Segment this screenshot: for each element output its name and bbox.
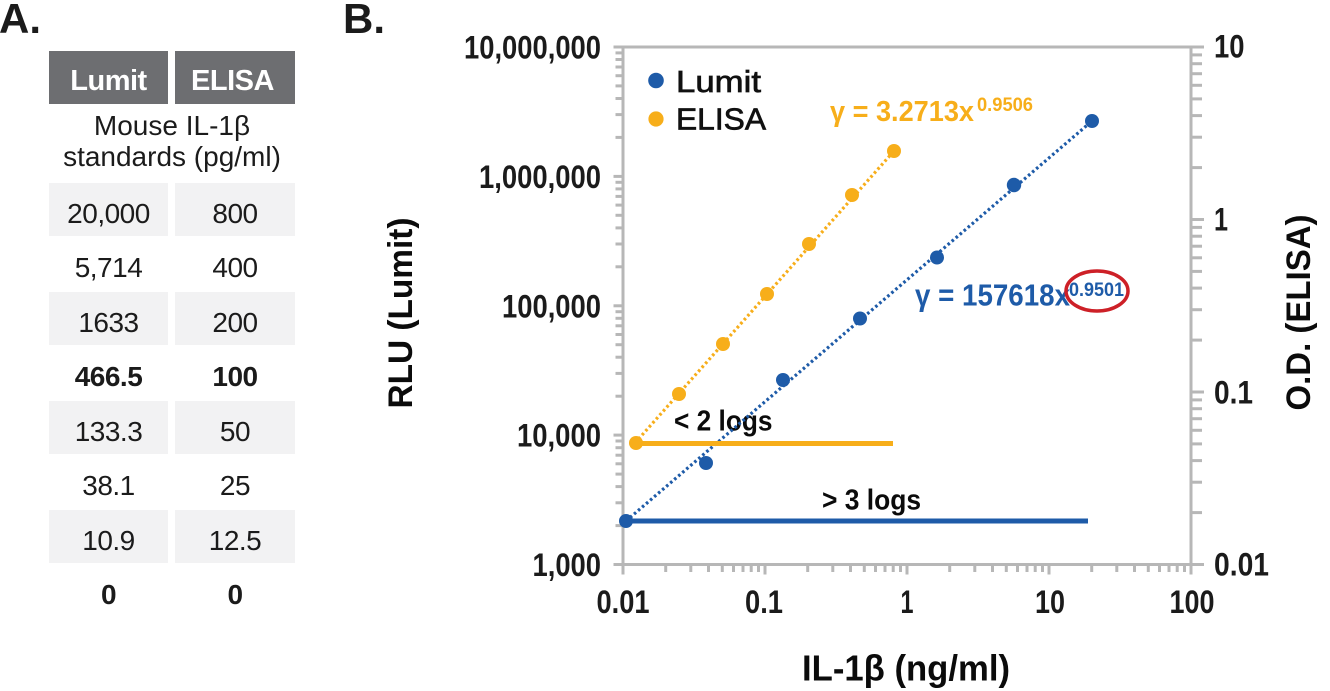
svg-text:γ = 157618x: γ = 157618x xyxy=(915,279,1070,313)
svg-text:ELISA: ELISA xyxy=(676,102,766,137)
svg-text:< 2 logs: < 2 logs xyxy=(674,406,773,438)
svg-text:10: 10 xyxy=(1035,584,1065,620)
svg-text:0.1: 0.1 xyxy=(1214,375,1253,411)
svg-text:1,000: 1,000 xyxy=(533,547,602,583)
svg-text:Lumit: Lumit xyxy=(676,64,761,99)
svg-text:10,000,000: 10,000,000 xyxy=(464,30,601,66)
svg-text:IL-1β (ng/ml): IL-1β (ng/ml) xyxy=(802,648,1010,689)
svg-text:0.1: 0.1 xyxy=(745,584,783,620)
svg-text:1: 1 xyxy=(1214,202,1228,238)
svg-text:0.9506: 0.9506 xyxy=(977,95,1033,116)
svg-text:O.D. (ELISA): O.D. (ELISA) xyxy=(1280,215,1318,411)
svg-text:1: 1 xyxy=(901,584,914,620)
svg-text:RLU (Lumit): RLU (Lumit) xyxy=(382,218,420,409)
svg-text:0.9501: 0.9501 xyxy=(1069,280,1124,301)
svg-text:> 3 logs: > 3 logs xyxy=(822,485,921,517)
svg-text:γ = 3.2713x: γ = 3.2713x xyxy=(830,96,974,128)
svg-text:100: 100 xyxy=(1170,584,1215,620)
svg-text:10,000: 10,000 xyxy=(517,418,601,454)
svg-text:10: 10 xyxy=(1214,29,1245,65)
svg-text:1,000,000: 1,000,000 xyxy=(479,159,601,195)
svg-text:100,000: 100,000 xyxy=(502,288,601,324)
svg-text:0.01: 0.01 xyxy=(597,584,650,620)
svg-text:0.01: 0.01 xyxy=(1214,547,1269,583)
